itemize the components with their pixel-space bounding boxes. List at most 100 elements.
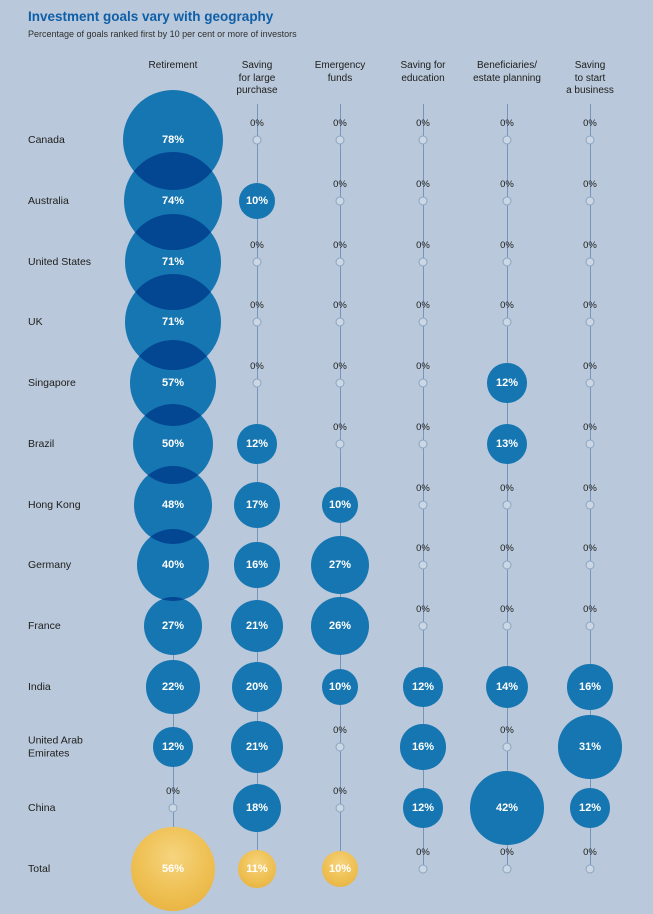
- bubble: [137, 529, 209, 601]
- zero-value-label: 0%: [250, 300, 264, 311]
- zero-marker-dot: [585, 135, 595, 145]
- zero-marker-dot: [585, 257, 595, 267]
- total-bubble: [238, 850, 276, 888]
- bubble-value-label: 26%: [328, 620, 352, 632]
- grid-line: [339, 654, 341, 670]
- grid-line: [256, 832, 258, 851]
- bubble-value-label: 16%: [411, 741, 435, 753]
- zero-marker-dot: [585, 196, 595, 206]
- bubble-value-label: 13%: [495, 438, 519, 450]
- grid-line: [172, 766, 174, 827]
- bubble-value-label: 21%: [245, 741, 269, 753]
- zero-marker-dot: [502, 317, 512, 327]
- grid-line: [589, 778, 591, 789]
- bubble: [239, 183, 275, 219]
- bubble-value-label: 10%: [328, 863, 352, 875]
- zero-marker-dot: [585, 500, 595, 510]
- zero-marker-dot: [335, 196, 345, 206]
- zero-marker-dot: [418, 196, 428, 206]
- row-label: China: [28, 801, 56, 814]
- grid-line: [422, 706, 424, 725]
- column-header: Saving for large purchase: [236, 60, 278, 96]
- zero-marker-dot: [502, 621, 512, 631]
- zero-value-label: 0%: [500, 300, 514, 311]
- grid-line: [589, 709, 591, 716]
- row-label: Brazil: [28, 437, 55, 450]
- zero-marker-dot: [585, 317, 595, 327]
- bubble-value-label: 27%: [328, 559, 352, 571]
- zero-value-label: 0%: [583, 300, 597, 311]
- zero-marker-dot: [502, 500, 512, 510]
- zero-marker-dot: [502, 742, 512, 752]
- bubble-value-label: 42%: [495, 802, 519, 814]
- bubble: [486, 423, 528, 465]
- bubble: [231, 721, 283, 773]
- bubble: [153, 727, 193, 767]
- row-label: Germany: [28, 558, 72, 571]
- column-header: Retirement: [148, 60, 198, 71]
- bubble-value-label: 10%: [328, 681, 352, 693]
- bubble-value-label: 50%: [161, 438, 185, 450]
- zero-marker-dot: [418, 439, 428, 449]
- zero-value-label: 0%: [416, 422, 430, 433]
- bubble-value-label: 14%: [495, 681, 519, 693]
- bubble: [470, 771, 544, 845]
- grid-line: [256, 651, 258, 662]
- zero-marker-dot: [252, 257, 262, 267]
- zero-value-label: 0%: [416, 118, 430, 129]
- zero-marker-dot: [502, 135, 512, 145]
- bubble-value-label: 40%: [161, 559, 185, 571]
- bubble: [237, 424, 277, 464]
- row-label: Australia: [28, 194, 69, 207]
- zero-value-label: 0%: [333, 300, 347, 311]
- zero-value-label: 0%: [333, 240, 347, 251]
- bubble: [485, 665, 529, 709]
- grid-line: [422, 827, 424, 869]
- zero-value-label: 0%: [333, 118, 347, 129]
- bubble-value-label: 74%: [161, 195, 185, 207]
- zero-marker-dot: [252, 317, 262, 327]
- zero-marker-dot: [418, 621, 428, 631]
- bubble: [143, 596, 203, 656]
- grid-line: [172, 713, 174, 728]
- bubble-value-label: 71%: [161, 256, 185, 268]
- zero-value-label: 0%: [500, 725, 514, 736]
- zero-value-label: 0%: [500, 483, 514, 494]
- zero-marker-dot: [502, 257, 512, 267]
- zero-marker-dot: [335, 135, 345, 145]
- bubble: [400, 724, 446, 770]
- zero-value-label: 0%: [500, 847, 514, 858]
- bubble: [558, 715, 622, 779]
- zero-value-label: 0%: [583, 847, 597, 858]
- zero-value-label: 0%: [333, 422, 347, 433]
- bubble-value-label: 12%: [161, 741, 185, 753]
- zero-marker-dot: [168, 803, 178, 813]
- zero-value-label: 0%: [333, 361, 347, 372]
- zero-marker-dot: [335, 257, 345, 267]
- bubble-value-label: 18%: [245, 802, 269, 814]
- grid-line: [339, 594, 341, 598]
- zero-marker-dot: [502, 864, 512, 874]
- bubble-value-label: 12%: [495, 377, 519, 389]
- grid-line: [339, 704, 341, 852]
- zero-marker-dot: [418, 135, 428, 145]
- zero-value-label: 0%: [583, 422, 597, 433]
- grid-line: [256, 772, 258, 784]
- zero-value-label: 0%: [416, 361, 430, 372]
- grid-line: [172, 655, 174, 661]
- bubble: [567, 664, 613, 710]
- bubble-value-label: 12%: [411, 802, 435, 814]
- bubble-value-label: 22%: [161, 681, 185, 693]
- grid-line: [339, 104, 341, 488]
- grid-line: [256, 528, 258, 543]
- zero-marker-dot: [418, 500, 428, 510]
- bubble-value-label: 12%: [578, 802, 602, 814]
- zero-marker-dot: [335, 439, 345, 449]
- zero-value-label: 0%: [250, 118, 264, 129]
- bubble-value-label: 11%: [246, 863, 268, 875]
- zero-marker-dot: [335, 803, 345, 813]
- grid-line: [506, 104, 508, 364]
- chart-title: Investment goals vary with geography: [28, 9, 274, 24]
